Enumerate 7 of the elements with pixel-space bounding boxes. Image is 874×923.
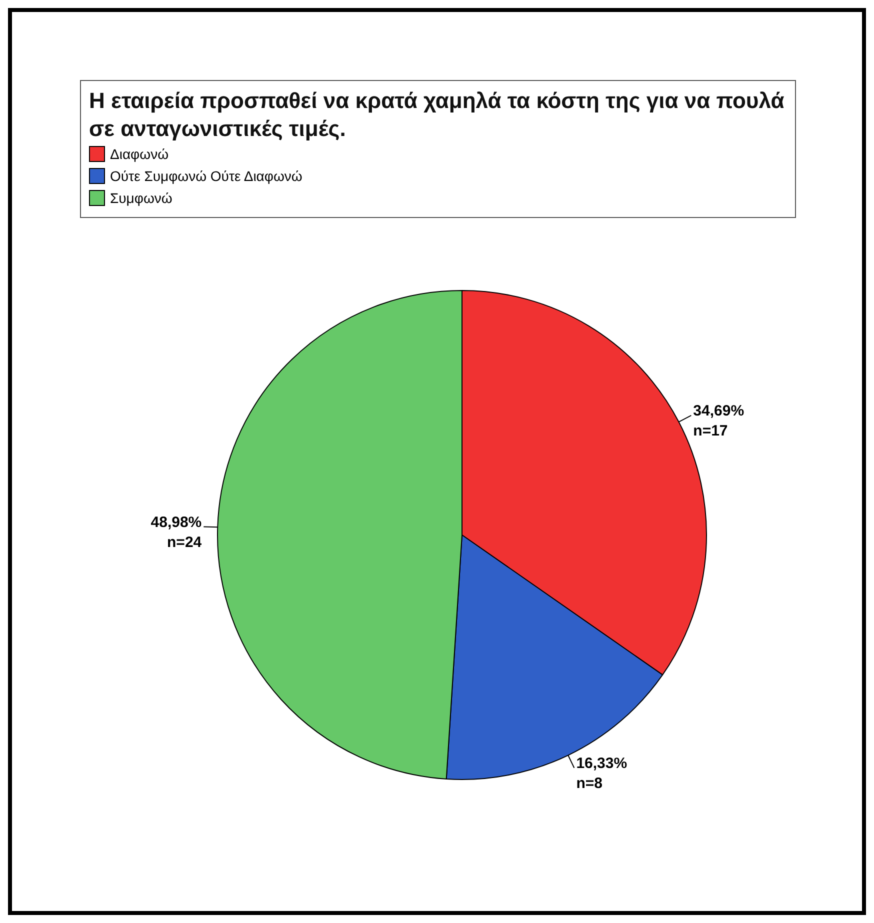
legend-label: Ούτε Συμφωνώ Ούτε Διαφωνώ — [110, 167, 302, 186]
data-label: 34,69% n=17 — [693, 402, 744, 440]
legend-label: Συμφωνώ — [110, 189, 172, 208]
legend-label: Διαφωνώ — [110, 145, 168, 164]
data-label: 48,98% n=24 — [150, 514, 202, 551]
data-label: 16,33% n=8 — [576, 755, 628, 792]
legend-title: Η εταιρεία προσπαθεί να κρατά χαμηλά τα κόστη της για να πουλά σε ανταγωνιστικές τιμές. — [89, 87, 785, 143]
